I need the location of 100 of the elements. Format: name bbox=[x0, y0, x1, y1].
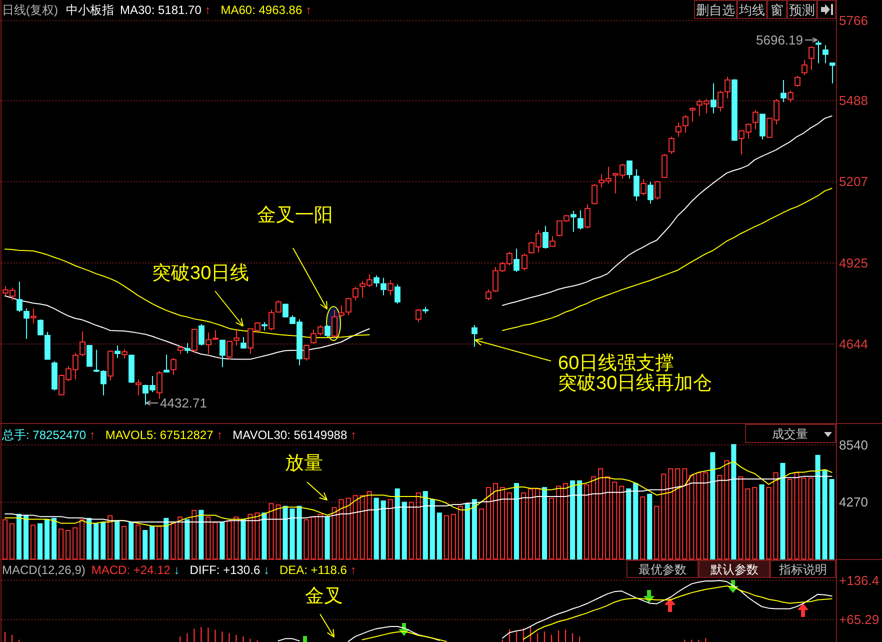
bar bbox=[661, 474, 666, 560]
bar bbox=[745, 488, 750, 560]
bar bbox=[72, 527, 78, 560]
bar bbox=[458, 506, 463, 560]
bar bbox=[416, 492, 421, 560]
annotation: 5696.19 bbox=[756, 32, 803, 48]
bar bbox=[430, 499, 435, 560]
candlestick bbox=[578, 210, 584, 230]
candlestick bbox=[170, 357, 176, 376]
bar bbox=[52, 518, 57, 560]
bar bbox=[717, 474, 722, 560]
bar bbox=[178, 516, 183, 560]
bar bbox=[752, 487, 758, 560]
bar bbox=[80, 519, 85, 560]
candlestick bbox=[324, 324, 330, 338]
bar bbox=[520, 492, 526, 560]
y-tick-label: 5488 bbox=[839, 93, 868, 108]
bar bbox=[332, 507, 337, 560]
y-tick-label: 4925 bbox=[839, 256, 868, 271]
bar bbox=[360, 495, 365, 560]
bar bbox=[170, 522, 176, 560]
bar bbox=[675, 468, 680, 560]
bar bbox=[584, 484, 590, 560]
bar bbox=[549, 498, 554, 560]
annotation: 成交量 bbox=[772, 427, 808, 441]
bar bbox=[388, 499, 393, 560]
candlestick bbox=[234, 330, 240, 346]
candlestick bbox=[822, 44, 828, 64]
bar bbox=[234, 516, 239, 560]
candlestick bbox=[122, 348, 128, 359]
bar bbox=[815, 454, 820, 560]
candlestick bbox=[710, 82, 716, 114]
annotation: 突破30日线再加仓 bbox=[558, 372, 712, 394]
bar bbox=[212, 522, 218, 560]
bar bbox=[304, 519, 309, 560]
bar bbox=[563, 483, 568, 560]
candlestick bbox=[654, 180, 660, 200]
bar bbox=[506, 492, 512, 560]
bar bbox=[450, 514, 456, 560]
chart-title: 中小板指 bbox=[66, 3, 114, 17]
candlestick bbox=[86, 344, 92, 367]
bar bbox=[184, 519, 190, 560]
candlestick bbox=[550, 236, 556, 248]
bar bbox=[605, 476, 610, 560]
candlestick bbox=[816, 40, 822, 64]
bar bbox=[2, 519, 8, 560]
bar bbox=[640, 496, 646, 560]
candlestick bbox=[634, 168, 640, 202]
candlestick bbox=[24, 308, 30, 340]
bar bbox=[226, 520, 232, 560]
line-series bbox=[4, 476, 832, 522]
bar bbox=[696, 472, 702, 560]
bar bbox=[472, 499, 477, 560]
bar bbox=[30, 524, 36, 560]
bar bbox=[808, 478, 814, 560]
candlestick bbox=[184, 342, 190, 354]
bar bbox=[829, 479, 834, 560]
bar bbox=[58, 528, 64, 560]
bar bbox=[570, 480, 576, 560]
candlestick bbox=[388, 280, 394, 296]
y-tick-label: 5207 bbox=[839, 174, 868, 190]
candlestick bbox=[394, 284, 400, 304]
bar bbox=[86, 518, 92, 560]
bar bbox=[66, 530, 71, 560]
candlestick bbox=[752, 109, 758, 130]
candlestick bbox=[156, 370, 162, 400]
bar bbox=[156, 526, 162, 560]
annotation: 指标说明 bbox=[778, 562, 827, 576]
bar bbox=[556, 486, 562, 560]
candlestick bbox=[262, 322, 268, 331]
bar bbox=[262, 512, 267, 560]
candlestick bbox=[128, 354, 134, 384]
bar bbox=[577, 480, 582, 560]
bar bbox=[780, 462, 786, 560]
candlestick bbox=[332, 310, 338, 338]
y-tick-label: 4270 bbox=[839, 494, 868, 510]
bar bbox=[338, 499, 344, 560]
bar bbox=[318, 514, 323, 560]
candlestick bbox=[570, 210, 576, 232]
bar bbox=[394, 488, 400, 560]
bar bbox=[108, 515, 113, 560]
candlestick bbox=[780, 79, 786, 103]
bar bbox=[422, 491, 428, 560]
annotation: 金叉 bbox=[305, 586, 343, 607]
bar bbox=[240, 519, 246, 560]
bar bbox=[598, 468, 604, 560]
candlestick bbox=[472, 324, 478, 348]
y-tick-label: 5766 bbox=[839, 13, 868, 28]
text: DIFF: +130.6↓ bbox=[190, 563, 270, 577]
candlestick bbox=[662, 154, 668, 178]
bar bbox=[310, 516, 316, 560]
candlestick bbox=[192, 328, 198, 354]
bar bbox=[647, 494, 652, 560]
bar bbox=[682, 468, 688, 560]
bar bbox=[94, 523, 99, 560]
candlestick bbox=[626, 160, 632, 180]
candlestick bbox=[542, 225, 548, 250]
text: 窗 bbox=[770, 2, 784, 18]
candlestick bbox=[788, 90, 794, 103]
bar bbox=[122, 526, 127, 560]
